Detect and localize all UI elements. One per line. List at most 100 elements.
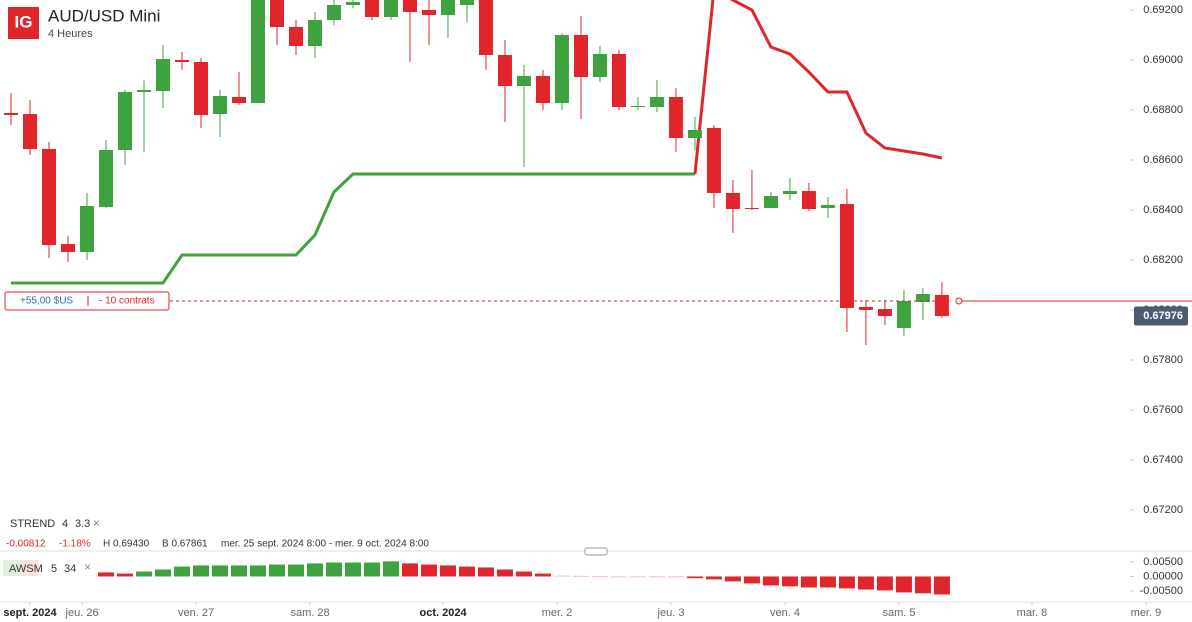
- candle-body: [725, 193, 740, 209]
- candle-body: [896, 301, 911, 328]
- oscillator-bar: [762, 576, 779, 586]
- indicator-param: 3.3: [75, 518, 90, 530]
- oscillator-bar: [496, 569, 513, 577]
- pane-handle[interactable]: [584, 547, 608, 556]
- oscillator-bar: [98, 572, 115, 577]
- y-tick-label: 0.00000: [1143, 570, 1183, 582]
- oscillator-bar: [914, 576, 931, 594]
- y-tick-label: -0.00500: [1140, 585, 1183, 597]
- candle-body: [858, 307, 873, 310]
- indicator-param: 34: [64, 563, 76, 575]
- oscillator-bar: [249, 565, 266, 577]
- oscillator-bar: [933, 576, 950, 595]
- oscillator-bar: [155, 569, 172, 577]
- oscillator-bar: [174, 566, 191, 577]
- candle-body: [118, 92, 133, 150]
- oscillator-bar: [268, 564, 285, 577]
- y-tick-label: 0.00500: [1143, 556, 1183, 568]
- candle-body: [934, 295, 949, 316]
- position-size: - 10 contrats: [99, 296, 155, 307]
- candle-body: [877, 309, 892, 316]
- candle-body: [478, 0, 493, 55]
- candle-body: [459, 0, 474, 5]
- candle-body: [307, 20, 322, 46]
- oscillator-bar: [819, 576, 836, 588]
- oscillator-bar: [591, 576, 608, 577]
- remove-icon[interactable]: ×: [84, 560, 91, 574]
- candle-body: [516, 76, 531, 86]
- plot-area: [4, 0, 949, 345]
- candle-body: [61, 244, 76, 252]
- candle-body: [744, 208, 759, 209]
- candle-body: [288, 27, 303, 46]
- candle-body: [573, 35, 588, 77]
- stat: -0.00812: [6, 539, 46, 550]
- y-tick-label: 0.68400: [1143, 204, 1183, 216]
- chart-title: AUD/USD Mini: [48, 6, 160, 25]
- candle-body: [649, 97, 664, 107]
- candle-body: [706, 128, 721, 193]
- y-tick-label: 0.67800: [1143, 354, 1183, 366]
- oscillator-bar: [117, 573, 134, 577]
- candle-body: [915, 294, 930, 302]
- stat: mer. 25 sept. 2024 8:00 - mer. 9 oct. 20…: [221, 539, 429, 550]
- indicator-name: AWSM: [9, 563, 43, 575]
- remove-icon[interactable]: ×: [93, 516, 100, 530]
- candle-body: [137, 90, 152, 92]
- candle-body: [364, 0, 379, 17]
- oscillator-bar: [743, 576, 760, 584]
- oscillator-bar: [382, 561, 399, 577]
- oscillator-bar: [325, 562, 342, 577]
- candle-body: [80, 206, 95, 252]
- candle-body: [440, 0, 455, 15]
- candle-body: [156, 59, 171, 91]
- trend-line: [11, 172, 695, 285]
- candle-body: [345, 1, 360, 5]
- oscillator-bar: [230, 565, 247, 577]
- trend-line: [693, 0, 943, 175]
- candle-body: [193, 62, 208, 115]
- logo: [8, 7, 39, 39]
- oscillator-bar: [458, 566, 475, 577]
- oscillator-bar: [895, 576, 912, 593]
- y-tick-label: 0.67600: [1143, 404, 1183, 416]
- y-tick-label: 0.69000: [1143, 54, 1183, 66]
- oscillator-bar: [705, 576, 722, 580]
- candle-body: [4, 113, 19, 115]
- oscillator-bar: [401, 563, 418, 577]
- indicator-param: 5: [51, 563, 57, 575]
- x-tick-label: oct. 2024: [419, 607, 467, 619]
- oscillator-bar: [306, 563, 323, 577]
- candle-body: [383, 0, 398, 17]
- x-tick-label: jeu. 26: [65, 607, 99, 619]
- oscillator-bar: [515, 571, 532, 577]
- oscillator-bar: [629, 576, 646, 578]
- candle-body: [402, 0, 417, 12]
- candle-body: [175, 60, 190, 62]
- oscillator-bar: [781, 576, 798, 587]
- position-pnl: +55,00 $US: [20, 296, 73, 307]
- candle-body: [231, 97, 246, 103]
- last-price-box: [1134, 306, 1188, 326]
- candle-body: [801, 191, 816, 209]
- candle-body: [611, 54, 626, 107]
- candle-body: [630, 106, 645, 107]
- candle-body: [250, 0, 265, 103]
- oscillator-bar: [420, 564, 437, 577]
- oscillator-bar: [439, 565, 456, 577]
- oscillator-bar: [857, 576, 874, 590]
- oscillator-bar: [572, 575, 589, 577]
- y-tick-label: 0.67400: [1143, 454, 1183, 466]
- oscillator-bar: [610, 576, 627, 578]
- oscillator-bar: [800, 576, 817, 588]
- candle-body: [820, 205, 835, 208]
- oscillator-bar: [344, 562, 361, 577]
- candle-body: [687, 130, 702, 138]
- oscillator-bar: [838, 576, 855, 589]
- oscillator-bar: [876, 576, 893, 591]
- position-marker: [955, 297, 963, 305]
- oscillator-bar: [648, 576, 665, 578]
- candle-body: [212, 96, 227, 114]
- candle-body: [23, 114, 38, 149]
